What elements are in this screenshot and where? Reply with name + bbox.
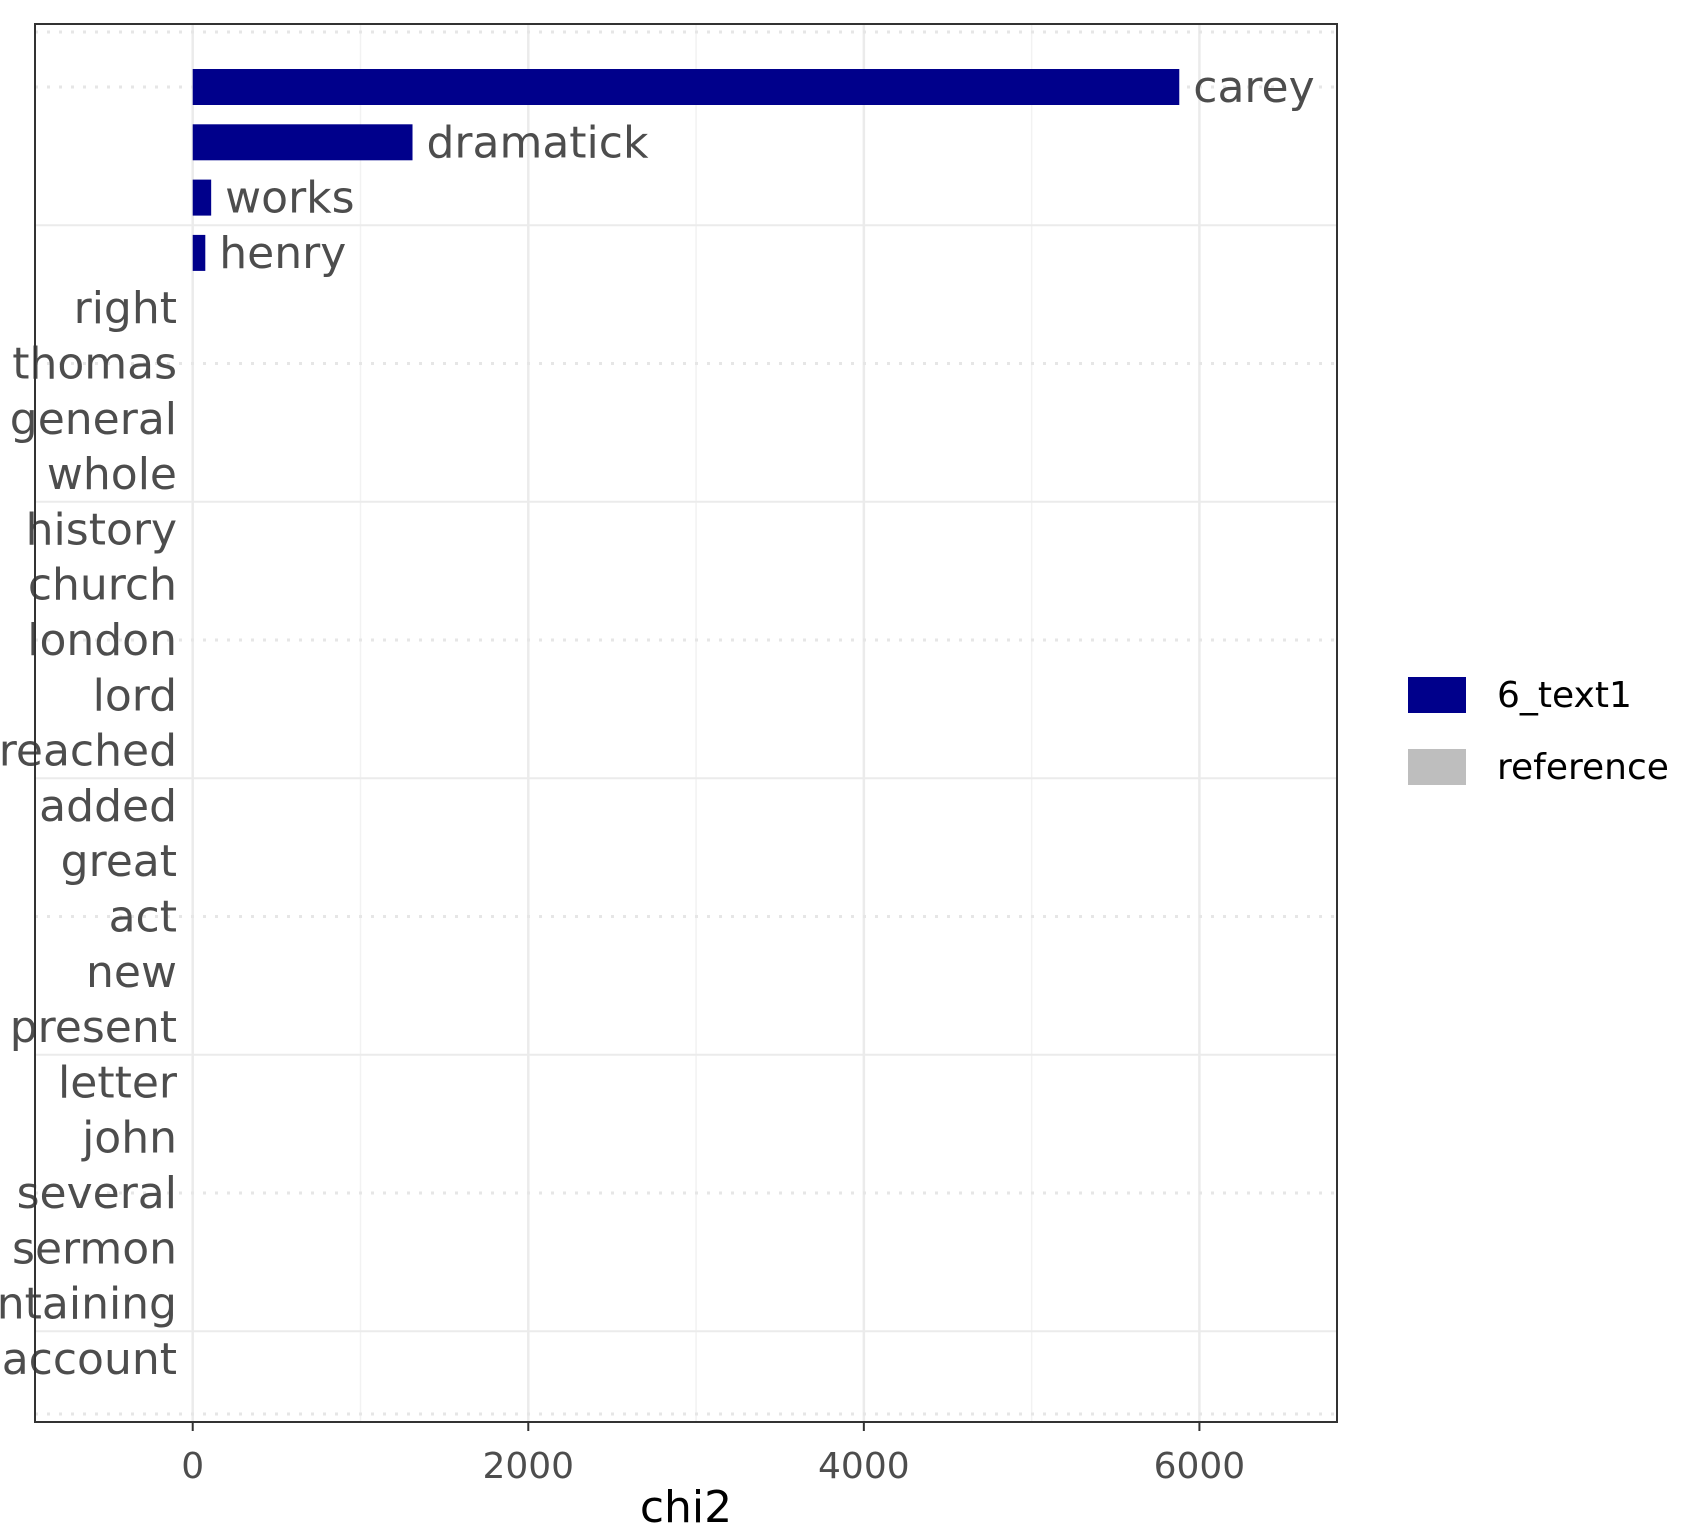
bar-label-henry: henry <box>219 228 346 279</box>
bar-label-lord: lord <box>93 670 177 721</box>
bar-label-preached: preached <box>0 726 177 777</box>
bar-label-carey: carey <box>1193 62 1314 113</box>
legend-label-6_text1: 6_text1 <box>1497 675 1632 716</box>
bar-label-containing: containing <box>0 1279 177 1330</box>
bar-label-whole: whole <box>47 449 177 500</box>
bar-works <box>192 179 212 216</box>
bar-label-present: present <box>10 1002 177 1053</box>
bar-label-right: right <box>74 283 177 334</box>
legend-label-reference: reference <box>1497 747 1669 788</box>
x-tick-label: 0 <box>181 1446 204 1487</box>
bar-label-several: several <box>17 1168 177 1219</box>
bar-label-works: works <box>225 173 354 224</box>
bars <box>192 69 1180 271</box>
x-axis: 0 2000 4000 6000 <box>181 1422 1245 1487</box>
bar-label-added: added <box>39 781 177 832</box>
x-tick-label: 6000 <box>1154 1446 1246 1487</box>
bar-label-new: new <box>86 947 177 998</box>
bar-henry <box>192 234 206 271</box>
bar-label-dramatick: dramatick <box>427 117 649 168</box>
bar-label-act: act <box>109 892 177 943</box>
bar-dramatick <box>192 124 413 161</box>
bar-label-history: history <box>26 504 177 555</box>
bar-label-john: john <box>81 1113 177 1164</box>
panel-border <box>34 23 1338 1423</box>
x-tick-label: 4000 <box>818 1446 910 1487</box>
bar-label-church: church <box>28 560 177 611</box>
bar-label-london: london <box>27 615 177 666</box>
bar-label-general: general <box>10 394 177 445</box>
bar-label-great: great <box>61 836 177 887</box>
bar-label-letter: letter <box>58 1057 178 1108</box>
legend-key-reference <box>1408 749 1466 785</box>
legend: 6_text1 reference <box>1408 675 1669 788</box>
bar-label-account: account <box>2 1334 177 1385</box>
x-tick-label: 2000 <box>482 1446 574 1487</box>
bar-carey <box>192 69 1180 105</box>
x-axis-title: chi2 <box>640 1482 732 1533</box>
bar-label-sermon: sermon <box>12 1223 177 1274</box>
legend-key-6_text1 <box>1408 677 1466 713</box>
bar-label-thomas: thomas <box>12 339 177 390</box>
